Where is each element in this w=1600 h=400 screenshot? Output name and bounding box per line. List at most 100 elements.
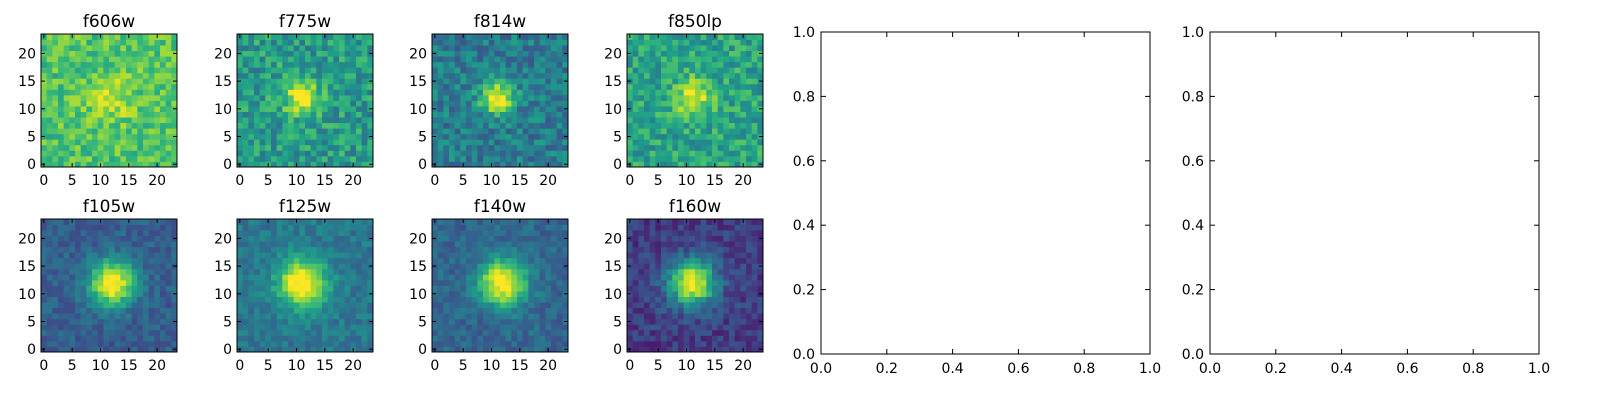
heatmap-cell xyxy=(655,111,662,118)
heatmap-cell xyxy=(649,340,656,347)
heatmap-cell xyxy=(299,291,306,297)
heatmap-cell xyxy=(316,117,323,124)
heatmap-cell xyxy=(729,61,736,68)
heatmap-cell xyxy=(171,72,178,79)
heatmap-cell xyxy=(92,246,99,253)
heatmap-cell xyxy=(276,78,283,85)
heatmap-cell xyxy=(299,139,306,146)
heatmap-cell xyxy=(259,235,266,242)
heatmap-cell xyxy=(114,329,121,336)
heatmap-cell xyxy=(367,94,374,101)
heatmap-cell xyxy=(242,78,249,85)
heatmap-cell xyxy=(522,324,529,331)
heatmap-cell xyxy=(254,72,261,79)
heatmap-cell xyxy=(97,117,104,124)
heatmap-cell xyxy=(443,45,450,52)
heatmap-cell xyxy=(551,257,558,264)
heatmap-cell xyxy=(259,161,266,168)
heatmap-cell xyxy=(137,117,144,124)
heatmap-cell xyxy=(740,246,747,253)
heatmap-cell xyxy=(154,296,161,303)
heatmap-cell xyxy=(746,346,753,353)
heatmap-cell xyxy=(437,56,444,63)
y-tick-label: 0.0 xyxy=(793,347,815,363)
heatmap-cell xyxy=(522,89,529,96)
heatmap-cell xyxy=(683,268,690,275)
heatmap-cell xyxy=(154,335,161,342)
heatmap-cell xyxy=(131,34,138,40)
heatmap-cell xyxy=(339,318,346,325)
heatmap-cell xyxy=(644,235,651,242)
heatmap-cell xyxy=(126,318,133,325)
heatmap-cell xyxy=(678,72,685,79)
heatmap-cell xyxy=(545,111,552,118)
heatmap-cell xyxy=(683,78,690,85)
heatmap-cell xyxy=(683,307,690,314)
heatmap-cell xyxy=(356,78,363,85)
heatmap-cell xyxy=(41,122,48,129)
heatmap-cell xyxy=(706,150,713,157)
heatmap-cell xyxy=(627,257,634,264)
heatmap-cell xyxy=(322,268,329,275)
heatmap-cell xyxy=(75,117,82,124)
heatmap-cell xyxy=(46,67,53,74)
heatmap-cell xyxy=(316,111,323,118)
heatmap-cell xyxy=(103,318,110,325)
heatmap-cell xyxy=(632,155,639,162)
heatmap-cell xyxy=(695,78,702,85)
heatmap-cell xyxy=(460,241,467,248)
heatmap-cell xyxy=(356,150,363,157)
heatmap-cell xyxy=(171,128,178,135)
heatmap-cell xyxy=(449,83,456,90)
heatmap-cell xyxy=(746,279,753,286)
heatmap-cell xyxy=(672,111,679,118)
heatmap-cell xyxy=(137,139,144,146)
heatmap-cell xyxy=(700,246,707,253)
heatmap-cell xyxy=(494,329,501,336)
heatmap-cell xyxy=(494,335,501,342)
heatmap-cell xyxy=(154,139,161,146)
heatmap-cell xyxy=(344,72,351,79)
heatmap-cell xyxy=(259,296,266,303)
heatmap-cell xyxy=(265,117,272,124)
heatmap-cell xyxy=(305,139,312,146)
heatmap-cell xyxy=(746,230,753,237)
heatmap-cell xyxy=(120,50,127,57)
heatmap-cell xyxy=(276,318,283,325)
heatmap-cell xyxy=(259,128,266,135)
heatmap-cell xyxy=(712,39,719,46)
heatmap-cell xyxy=(248,34,255,40)
heatmap-cell xyxy=(483,67,490,74)
heatmap-cell xyxy=(712,45,719,52)
heatmap-cell xyxy=(717,257,724,264)
heatmap-cell xyxy=(339,340,346,347)
heatmap-cell xyxy=(689,139,696,146)
heatmap-cell xyxy=(706,274,713,281)
heatmap-cell xyxy=(717,324,724,331)
heatmap-cell xyxy=(678,329,685,336)
heatmap-cell xyxy=(477,257,484,264)
heatmap-cell xyxy=(254,133,261,140)
heatmap-cell xyxy=(160,246,167,253)
heatmap-cell xyxy=(242,335,249,342)
heatmap-cell xyxy=(322,335,329,342)
heatmap-cell xyxy=(310,61,317,68)
heatmap-cell xyxy=(293,100,300,107)
heatmap-cell xyxy=(734,39,741,46)
heatmap-cell xyxy=(41,230,48,237)
heatmap-cell xyxy=(511,230,518,237)
heatmap-cell xyxy=(120,122,127,129)
heatmap-cell xyxy=(528,45,535,52)
heatmap-cell xyxy=(443,230,450,237)
heatmap-cell xyxy=(545,155,552,162)
heatmap-cell xyxy=(729,263,736,270)
heatmap-cell xyxy=(310,346,317,353)
heatmap-cell xyxy=(58,246,65,253)
heatmap-cell xyxy=(126,155,133,162)
heatmap-cell xyxy=(322,257,329,264)
heatmap-cell xyxy=(522,161,529,168)
heatmap-cell xyxy=(137,89,144,96)
heatmap-cell xyxy=(655,335,662,342)
heatmap-cell xyxy=(672,263,679,270)
heatmap-cell xyxy=(333,329,340,336)
